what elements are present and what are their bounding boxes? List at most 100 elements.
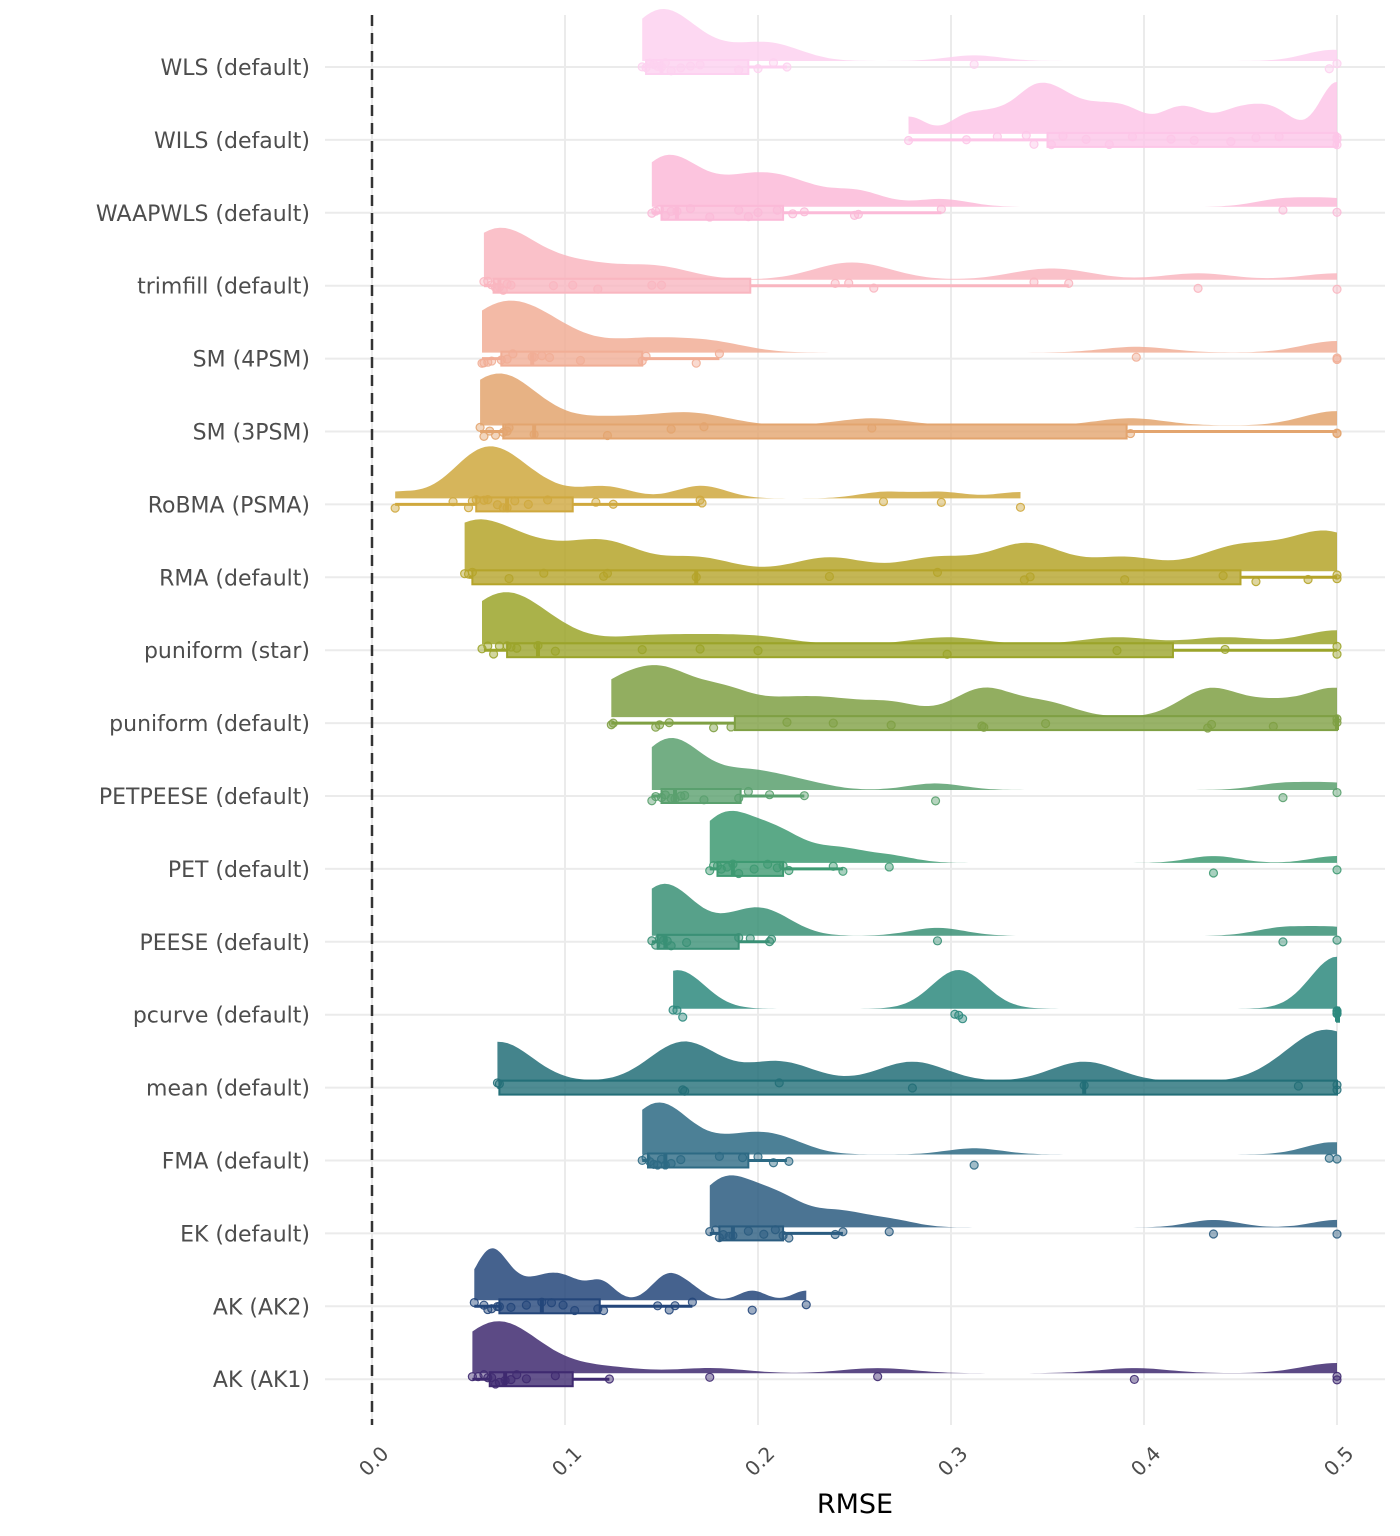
data-point bbox=[647, 280, 657, 290]
y-tick-label: RoBMA (PSMA) bbox=[148, 493, 310, 518]
data-point bbox=[608, 499, 618, 509]
data-point bbox=[660, 58, 670, 68]
y-tick-label: AK (AK1) bbox=[213, 1368, 310, 1393]
box bbox=[498, 1079, 1338, 1096]
data-point bbox=[390, 503, 400, 513]
data-point bbox=[570, 1305, 580, 1316]
data-point bbox=[788, 209, 798, 219]
y-axis-labels: WLS (default) WILS (default) WAAPWLS (defa… bbox=[96, 56, 310, 1393]
data-point bbox=[512, 1370, 522, 1380]
y-tick-label: pcurve (default) bbox=[133, 1004, 310, 1029]
data-point bbox=[544, 352, 555, 363]
data-point bbox=[869, 283, 879, 293]
data-point bbox=[695, 60, 705, 70]
box bbox=[733, 715, 1338, 732]
data-point bbox=[737, 1153, 748, 1163]
density-cloud bbox=[482, 300, 1337, 353]
data-point bbox=[1021, 130, 1031, 141]
data-point bbox=[1081, 134, 1091, 144]
data-point bbox=[502, 503, 512, 513]
data-point bbox=[1332, 787, 1342, 798]
data-point bbox=[907, 1083, 918, 1093]
data-point bbox=[1025, 572, 1035, 582]
data-point bbox=[784, 865, 794, 876]
data-point bbox=[494, 1301, 504, 1312]
data-point bbox=[463, 503, 474, 513]
data-point bbox=[772, 205, 782, 215]
data-point bbox=[490, 430, 501, 440]
data-point bbox=[1278, 937, 1288, 947]
data-point bbox=[705, 212, 715, 222]
data-point bbox=[979, 722, 989, 732]
data-point bbox=[641, 351, 651, 361]
data-point bbox=[1251, 577, 1261, 587]
data-point bbox=[672, 206, 682, 216]
data-point bbox=[745, 933, 755, 944]
data-point bbox=[1268, 721, 1278, 731]
data-point bbox=[1218, 571, 1228, 581]
x-tick-label: 0.2 bbox=[740, 1441, 779, 1480]
data-point bbox=[799, 791, 809, 801]
data-point bbox=[932, 936, 943, 946]
data-point bbox=[479, 431, 489, 442]
data-point bbox=[930, 796, 941, 806]
data-point bbox=[680, 790, 690, 801]
density-cloud bbox=[709, 810, 1337, 863]
x-tick-label: 0.4 bbox=[1126, 1441, 1165, 1480]
data-point bbox=[1104, 139, 1114, 150]
data-point bbox=[1193, 283, 1203, 293]
data-point bbox=[1129, 1374, 1139, 1385]
box bbox=[500, 350, 644, 367]
data-point bbox=[714, 1151, 725, 1161]
data-point bbox=[1274, 132, 1284, 142]
data-point bbox=[699, 795, 709, 805]
data-point bbox=[853, 209, 863, 219]
data-point bbox=[782, 717, 792, 727]
data-point bbox=[1332, 865, 1342, 875]
x-axis-title: RMSE bbox=[817, 1489, 893, 1520]
data-point bbox=[1332, 284, 1342, 294]
data-point bbox=[753, 645, 763, 656]
density-cloud bbox=[464, 519, 1338, 572]
density-cloud bbox=[497, 1029, 1337, 1082]
data-point bbox=[1332, 1154, 1342, 1164]
data-point bbox=[602, 430, 613, 441]
data-point bbox=[1293, 1081, 1304, 1091]
data-point bbox=[687, 1297, 697, 1307]
y-tick-label: WILS (default) bbox=[154, 129, 310, 154]
data-point bbox=[799, 207, 809, 217]
data-point bbox=[1278, 205, 1288, 215]
data-point bbox=[749, 864, 759, 874]
data-point bbox=[504, 573, 514, 584]
y-tick-label: puniform (default) bbox=[109, 712, 310, 737]
density-cloud bbox=[483, 227, 1337, 280]
data-point bbox=[784, 1156, 794, 1166]
data-point bbox=[494, 1079, 504, 1089]
data-point bbox=[1029, 139, 1039, 149]
data-point bbox=[546, 1298, 557, 1308]
data-point bbox=[1046, 139, 1056, 150]
data-point bbox=[550, 1371, 560, 1381]
data-point bbox=[697, 498, 707, 508]
data-point bbox=[1015, 502, 1026, 512]
data-point bbox=[936, 204, 946, 214]
data-point bbox=[705, 1372, 715, 1382]
data-point bbox=[1208, 1229, 1219, 1239]
data-point bbox=[1332, 1229, 1342, 1239]
data-point bbox=[504, 423, 514, 433]
y-tick-label: SM (3PSM) bbox=[193, 421, 310, 446]
data-point bbox=[681, 937, 692, 948]
density-cloud bbox=[474, 1248, 807, 1301]
data-point bbox=[764, 790, 775, 800]
data-point bbox=[747, 1305, 757, 1315]
data-point bbox=[521, 1374, 532, 1384]
data-point bbox=[1324, 64, 1334, 74]
data-point bbox=[506, 1302, 516, 1313]
data-point bbox=[483, 495, 493, 505]
data-point bbox=[1058, 131, 1068, 141]
data-point bbox=[550, 646, 560, 656]
data-point bbox=[506, 1375, 516, 1385]
data-point bbox=[969, 1160, 979, 1170]
data-point bbox=[1332, 132, 1342, 142]
y-tick-label: trimfill (default) bbox=[137, 275, 310, 300]
